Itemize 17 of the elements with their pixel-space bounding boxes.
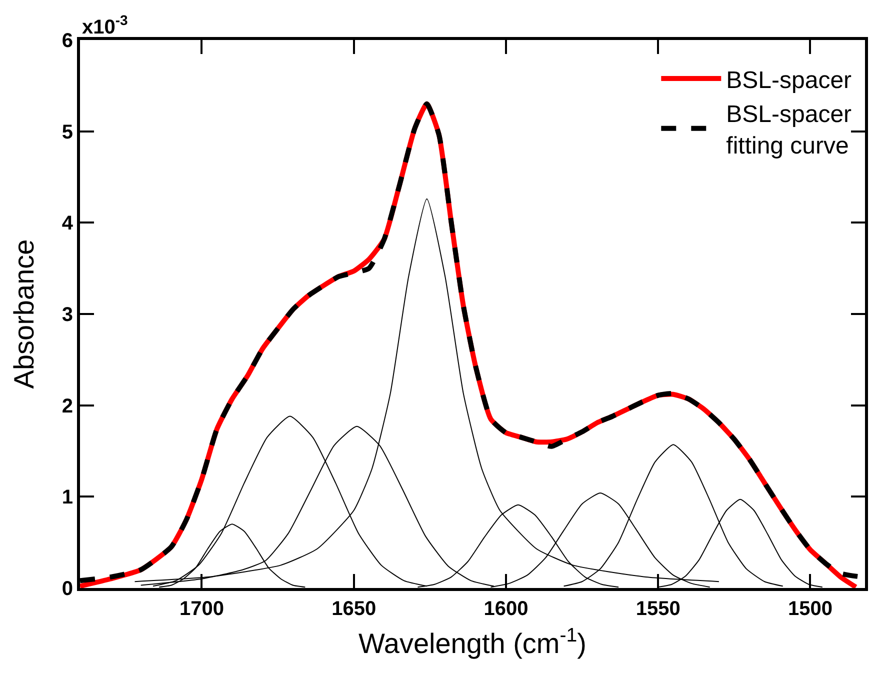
x-tick-label: 1550 xyxy=(636,598,680,620)
x-tick-label: 1650 xyxy=(332,598,376,620)
y-tick-label: 6 xyxy=(62,30,73,52)
text: x10$^{-3}$ xyxy=(82,12,128,38)
x-axis-title: Wavelength (cm$^{-1}$) xyxy=(358,624,587,660)
y-tick-label: 1 xyxy=(62,486,73,509)
legend-label: BSL-spacer fitting curve xyxy=(726,101,852,160)
y-tick-label: 4 xyxy=(62,212,74,235)
y-axis-title: Absorbance xyxy=(8,239,40,389)
legend-label: BSL-spacer xyxy=(726,66,852,94)
y-tick-label: 5 xyxy=(62,121,73,144)
y-tick-label: 2 xyxy=(62,395,73,418)
y-tick-label: 0 xyxy=(62,578,73,600)
x-tick-label: 1600 xyxy=(484,598,528,620)
x-tick-label: 1500 xyxy=(788,598,832,620)
x-tick-label: 1700 xyxy=(179,598,224,620)
y-tick-label: 3 xyxy=(62,304,73,326)
